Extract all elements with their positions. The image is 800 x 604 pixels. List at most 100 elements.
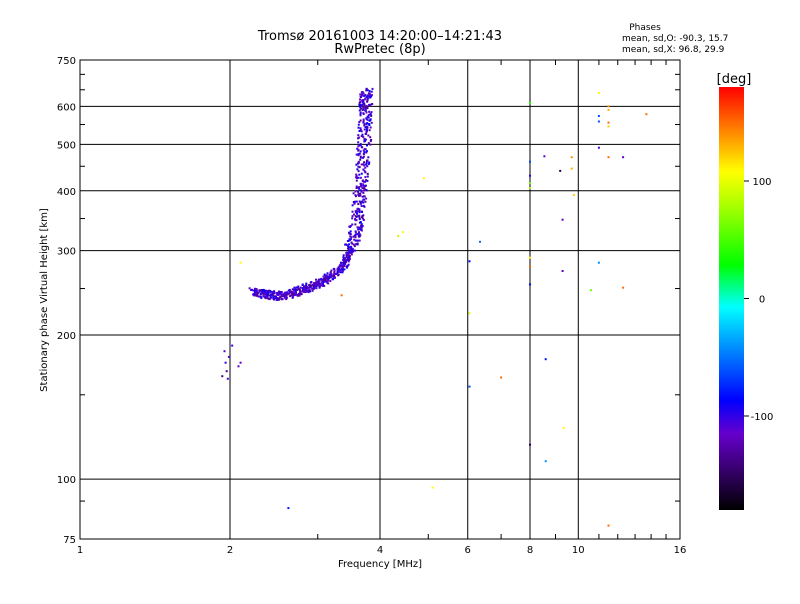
x-tick-label: 10: [572, 545, 585, 556]
trace-point: [285, 292, 288, 295]
trace-point: [365, 89, 368, 92]
phases-o-line: mean, sd,O: -90.3, 15.7: [622, 34, 728, 44]
trace-point: [368, 90, 371, 93]
scatter-point: [529, 174, 531, 177]
trace-point: [307, 291, 310, 294]
trace-point: [365, 127, 368, 130]
trace-point: [328, 276, 331, 279]
x-tick-label: 6: [465, 545, 471, 556]
trace-point: [295, 293, 298, 296]
trace-point: [328, 274, 331, 277]
trace-point: [357, 123, 360, 126]
trace-point: [299, 286, 302, 289]
trace-point: [275, 298, 278, 301]
trace-point: [298, 292, 301, 295]
trace-point: [358, 216, 361, 219]
trace-point: [345, 243, 348, 246]
trace-point: [304, 285, 307, 288]
trace-point: [260, 297, 263, 299]
trace-point: [359, 93, 362, 96]
trace-point: [296, 294, 299, 297]
trace-point: [368, 161, 371, 164]
scatter-point: [223, 350, 226, 353]
trace-point: [255, 288, 258, 291]
trace-point: [367, 92, 370, 95]
trace-point: [357, 161, 360, 164]
trace-point: [347, 245, 350, 248]
trace-point: [357, 228, 360, 231]
trace-point: [347, 246, 350, 249]
trace-point: [294, 290, 297, 293]
trace-point: [267, 294, 270, 297]
trace-point: [294, 289, 297, 292]
trace-point: [310, 281, 313, 283]
trace-point: [366, 118, 369, 121]
trace-point: [360, 146, 363, 149]
trace-point: [359, 189, 362, 192]
trace-point: [355, 195, 357, 198]
trace-point: [359, 176, 362, 179]
trace-point: [354, 231, 357, 234]
trace-point: [333, 271, 336, 274]
trace-point: [345, 256, 348, 259]
trace-point: [261, 292, 264, 295]
scatter-point: [597, 261, 600, 264]
trace-point: [360, 135, 363, 138]
scatter-point: [561, 218, 564, 221]
phases-heading: Phases: [629, 23, 661, 33]
trace-point: [329, 276, 332, 279]
trace-point: [358, 239, 361, 242]
trace-point: [368, 129, 371, 132]
trace-point: [323, 284, 326, 287]
trace-point: [360, 107, 363, 110]
trace-point: [363, 124, 366, 127]
trace-point: [294, 292, 297, 295]
scatter-point: [597, 115, 600, 117]
trace-point: [360, 224, 363, 226]
trace-point: [361, 216, 363, 219]
scatter-point: [597, 146, 600, 149]
trace-point: [364, 109, 367, 112]
y-axis-label: Stationary phase Virtual Height [km]: [39, 208, 50, 392]
scatter-point: [237, 365, 240, 368]
trace-point: [277, 294, 280, 297]
trace-point: [317, 283, 320, 286]
trace-point: [311, 287, 314, 290]
trace-point: [358, 136, 361, 139]
trace-point: [303, 285, 306, 288]
trace-point: [362, 101, 365, 104]
trace-point: [301, 290, 304, 293]
chart-title: Tromsø 20161003 14:20:00–14:21:43: [257, 29, 502, 44]
trace-point: [362, 119, 365, 122]
trace-point: [292, 289, 295, 291]
phases-x-line: mean, sd,X: 96.8, 29.9: [622, 45, 725, 55]
colorbar-tick-label: 100: [752, 177, 771, 188]
trace-point: [360, 227, 363, 230]
trace-point: [369, 112, 372, 115]
trace-point: [366, 122, 369, 125]
y-tick-label: 750: [57, 56, 76, 67]
trace-point: [325, 274, 328, 277]
trace-point: [304, 290, 307, 293]
trace-point: [338, 268, 340, 271]
trace-point: [348, 246, 351, 249]
trace-point: [284, 291, 287, 294]
trace-point: [362, 106, 365, 109]
y-tick-label: 400: [57, 187, 76, 198]
trace-point: [277, 297, 280, 300]
trace-point: [342, 254, 345, 257]
trace-point: [275, 297, 278, 299]
scatter-point: [231, 344, 234, 347]
trace-point: [275, 295, 277, 298]
trace-point: [371, 87, 374, 90]
scatter-point: [431, 486, 434, 489]
trace-point: [357, 176, 360, 179]
trace-point: [363, 187, 366, 190]
trace-point: [358, 210, 361, 212]
trace-point: [268, 289, 270, 292]
trace-point: [357, 149, 360, 152]
trace-point: [354, 236, 357, 239]
trace-point: [363, 122, 366, 125]
trace-point: [360, 185, 363, 188]
trace-point: [358, 121, 361, 124]
